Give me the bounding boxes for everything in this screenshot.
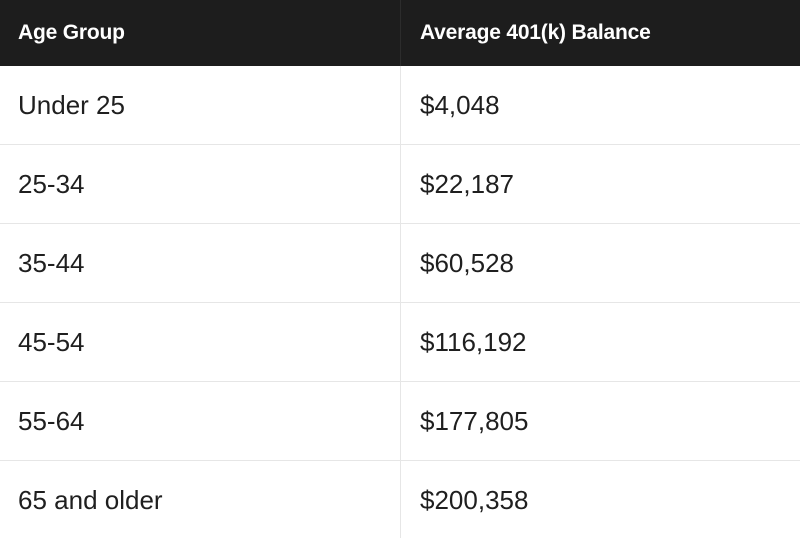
age-group-cell: 35-44 <box>0 224 401 302</box>
table-row: Under 25 $4,048 <box>0 66 800 145</box>
age-group-cell: Under 25 <box>0 66 401 144</box>
balance-cell: $177,805 <box>420 405 529 436</box>
balance-cell: $116,192 <box>420 326 527 357</box>
balance-cell: $200,358 <box>420 485 529 515</box>
table-header-row: Age Group Average 401(k) Balance <box>0 0 800 66</box>
table-row: 45-54 $116,192 <box>0 303 800 382</box>
age-group-cell: 45-54 <box>0 303 401 381</box>
age-group-cell: 55-64 <box>0 382 401 460</box>
balance-cell: $60,528 <box>420 247 514 278</box>
header-average-balance: Average 401(k) Balance <box>420 21 651 44</box>
table-row: 55-64 $177,805 <box>0 382 800 461</box>
table-row: 65 and older $200,358 <box>0 461 800 538</box>
age-group-cell: 65 and older <box>0 461 401 538</box>
balance-cell: $4,048 <box>420 89 500 120</box>
age-group-cell: 25-34 <box>0 145 401 223</box>
table-row: 35-44 $60,528 <box>0 224 800 303</box>
balance-cell: $22,187 <box>420 168 514 199</box>
table-body: Under 25 $4,048 25-34 $22,187 35-44 $60,… <box>0 66 800 538</box>
header-age-group: Age Group <box>0 0 401 66</box>
table-row: 25-34 $22,187 <box>0 145 800 224</box>
